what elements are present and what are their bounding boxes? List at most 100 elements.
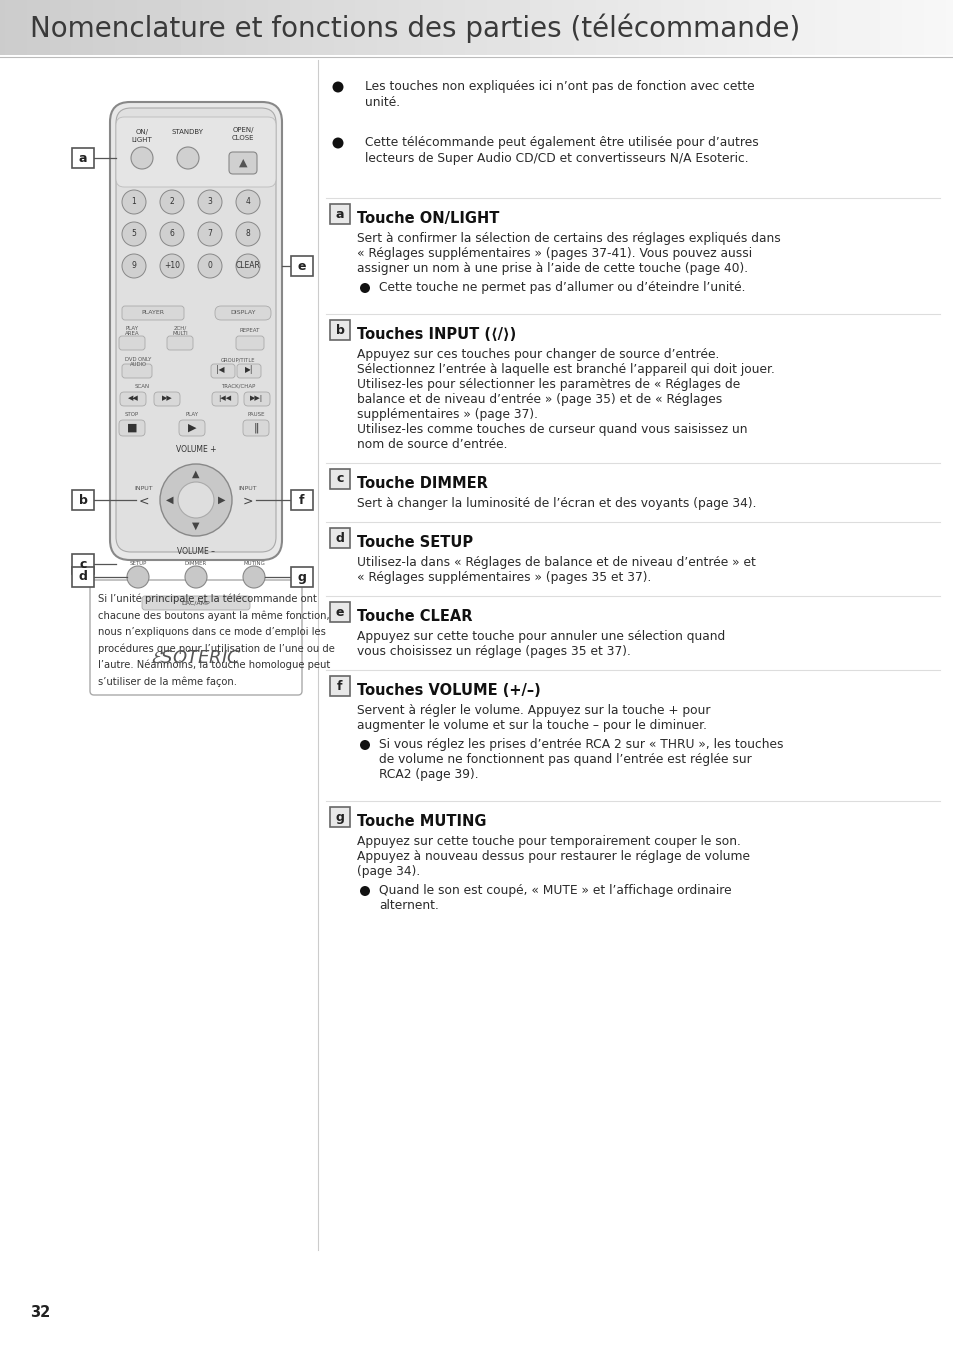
Text: Cette touche ne permet pas d’allumer ou d’éteindre l’unité.: Cette touche ne permet pas d’allumer ou … (378, 281, 744, 294)
Text: PLAYER: PLAYER (141, 309, 164, 315)
Circle shape (359, 886, 370, 896)
Text: 6: 6 (170, 230, 174, 239)
Circle shape (185, 566, 207, 589)
Text: CLOSE: CLOSE (232, 135, 254, 140)
Circle shape (177, 147, 199, 169)
Text: procédures que pour l’utilisation de l’une ou de: procédures que pour l’utilisation de l’u… (98, 644, 335, 653)
Text: ◀◀: ◀◀ (128, 396, 138, 401)
Bar (71, 567, 94, 587)
Text: RCA2 (page 39).: RCA2 (page 39). (378, 768, 478, 782)
Text: b: b (335, 324, 344, 336)
Text: Touche MUTING: Touche MUTING (356, 814, 486, 829)
FancyBboxPatch shape (122, 306, 184, 320)
Bar (330, 320, 350, 340)
Text: Si l’unité principale et la télécommande ont: Si l’unité principale et la télécommande… (98, 594, 316, 605)
Text: f: f (299, 494, 304, 506)
Text: 1: 1 (132, 197, 136, 207)
Circle shape (235, 221, 260, 246)
FancyBboxPatch shape (179, 420, 205, 436)
Text: Utilisez-les comme touches de curseur quand vous saisissez un: Utilisez-les comme touches de curseur qu… (356, 423, 747, 436)
Text: |◀◀: |◀◀ (218, 394, 232, 401)
Text: DVD ONLY: DVD ONLY (125, 356, 151, 362)
Text: Appuyez sur cette touche pour annuler une sélection quand: Appuyez sur cette touche pour annuler un… (356, 630, 724, 643)
Circle shape (359, 284, 370, 293)
Text: Touche CLEAR: Touche CLEAR (356, 609, 472, 624)
FancyBboxPatch shape (119, 336, 145, 350)
Circle shape (198, 221, 222, 246)
Text: 2: 2 (170, 197, 174, 207)
Text: Servent à régler le volume. Appuyez sur la touche + pour: Servent à régler le volume. Appuyez sur … (356, 703, 710, 717)
Text: CLEAR: CLEAR (235, 262, 260, 270)
Text: ▲: ▲ (238, 158, 247, 167)
Text: g: g (297, 571, 306, 583)
FancyBboxPatch shape (116, 108, 275, 552)
Text: augmenter le volume et sur la touche – pour le diminuer.: augmenter le volume et sur la touche – p… (356, 720, 706, 732)
Bar (330, 602, 350, 622)
FancyBboxPatch shape (214, 306, 271, 320)
Circle shape (160, 190, 184, 215)
Text: GROUP/TITLE: GROUP/TITLE (220, 356, 255, 362)
Text: Utilisez-la dans « Réglages de balance et de niveau d’entrée » et: Utilisez-la dans « Réglages de balance e… (356, 556, 755, 568)
Text: Touche SETUP: Touche SETUP (356, 535, 473, 549)
Text: STOP: STOP (125, 412, 139, 417)
Text: 4: 4 (245, 197, 251, 207)
Text: d: d (78, 571, 88, 583)
Text: Touches INPUT (⟨/⟩): Touches INPUT (⟨/⟩) (356, 327, 516, 342)
Text: DIMMER: DIMMER (185, 562, 207, 566)
Text: f: f (337, 679, 342, 693)
Text: PAUSE: PAUSE (247, 412, 265, 417)
FancyBboxPatch shape (120, 392, 146, 406)
Text: ‖: ‖ (253, 423, 258, 433)
Text: ▶: ▶ (188, 423, 196, 433)
Text: ▶▶|: ▶▶| (251, 394, 263, 401)
Text: DAC/AMP: DAC/AMP (181, 601, 210, 606)
Text: |◀: |◀ (215, 366, 224, 374)
Bar (330, 468, 350, 489)
Text: chacune des boutons ayant la même fonction,: chacune des boutons ayant la même foncti… (98, 610, 330, 621)
Text: Appuyez sur ces touches pour changer de source d’entrée.: Appuyez sur ces touches pour changer de … (356, 348, 719, 360)
Text: 3: 3 (208, 197, 213, 207)
FancyBboxPatch shape (212, 392, 237, 406)
Text: « Réglages supplémentaires » (pages 37-41). Vous pouvez aussi: « Réglages supplémentaires » (pages 37-4… (356, 247, 751, 261)
Text: a: a (79, 151, 87, 165)
Text: TRACK/CHAP: TRACK/CHAP (220, 383, 254, 389)
FancyBboxPatch shape (167, 336, 193, 350)
FancyBboxPatch shape (211, 364, 234, 378)
Bar (291, 490, 313, 510)
Text: +10: +10 (164, 262, 180, 270)
Text: DISPLAY: DISPLAY (230, 309, 255, 315)
Circle shape (359, 740, 370, 751)
Text: INPUT: INPUT (238, 486, 257, 491)
Circle shape (160, 254, 184, 278)
Circle shape (333, 81, 343, 93)
Text: Sert à changer la luminosité de l’écran et des voyants (page 34).: Sert à changer la luminosité de l’écran … (356, 497, 756, 510)
Text: Sert à confirmer la sélection de certains des réglages expliqués dans: Sert à confirmer la sélection de certain… (356, 232, 780, 244)
Text: ▼: ▼ (193, 521, 199, 531)
Bar (71, 148, 94, 167)
Bar (330, 807, 350, 828)
Text: assigner un nom à une prise à l’aide de cette touche (page 40).: assigner un nom à une prise à l’aide de … (356, 262, 747, 275)
Circle shape (131, 147, 152, 169)
Text: g: g (335, 810, 344, 824)
Text: balance et de niveau d’entrée » (page 35) et de « Réglages: balance et de niveau d’entrée » (page 35… (356, 393, 721, 406)
Text: 32: 32 (30, 1305, 51, 1320)
FancyBboxPatch shape (142, 595, 250, 610)
Text: INPUT: INPUT (134, 486, 153, 491)
Text: Utilisez-les pour sélectionner les paramètres de « Réglages de: Utilisez-les pour sélectionner les param… (356, 378, 740, 392)
Text: <: < (138, 494, 149, 508)
Text: alternent.: alternent. (378, 899, 438, 913)
FancyBboxPatch shape (153, 392, 180, 406)
Circle shape (235, 190, 260, 215)
Text: MUTING: MUTING (243, 562, 265, 566)
FancyBboxPatch shape (90, 580, 302, 695)
Text: 9: 9 (132, 262, 136, 270)
Text: ▶|: ▶| (245, 366, 253, 374)
Text: >: > (242, 494, 253, 508)
Text: MULTI: MULTI (172, 331, 188, 336)
Text: SETUP: SETUP (130, 562, 147, 566)
Text: Cette télécommande peut également être utilisée pour d’autres: Cette télécommande peut également être u… (365, 136, 758, 148)
Text: OPEN/: OPEN/ (232, 127, 253, 134)
FancyBboxPatch shape (236, 364, 261, 378)
Text: ◀: ◀ (166, 495, 173, 505)
Text: Touches VOLUME (+/–): Touches VOLUME (+/–) (356, 683, 540, 698)
